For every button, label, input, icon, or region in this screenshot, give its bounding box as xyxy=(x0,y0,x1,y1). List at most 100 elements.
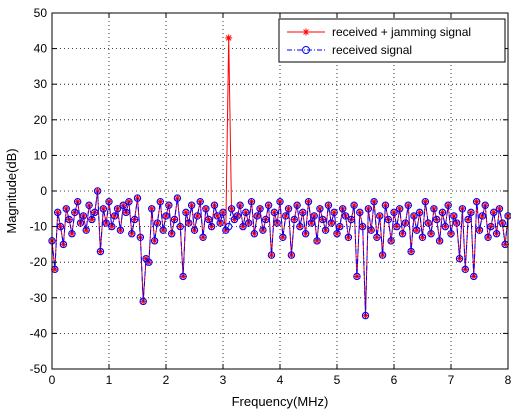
received-point xyxy=(418,233,427,241)
received-point xyxy=(85,201,93,209)
received-point xyxy=(202,205,210,213)
grid xyxy=(52,13,508,369)
y-tick-label: 30 xyxy=(34,77,48,91)
received-point xyxy=(193,212,202,220)
received-point xyxy=(330,208,338,217)
received-point xyxy=(467,208,475,217)
received-point xyxy=(350,201,358,209)
received-point xyxy=(262,215,270,224)
received-point xyxy=(475,226,484,234)
received-point xyxy=(205,215,213,224)
received-point xyxy=(498,219,506,227)
y-axis-label: Magnitude(dB) xyxy=(4,148,19,233)
received-point xyxy=(56,222,65,231)
received-point xyxy=(339,205,347,213)
received-point xyxy=(68,230,76,238)
received-point xyxy=(133,194,142,202)
received-point xyxy=(247,197,256,206)
received-point xyxy=(492,230,501,238)
received-point xyxy=(244,219,253,227)
received-point xyxy=(113,205,122,213)
received-point xyxy=(156,197,165,206)
received-point xyxy=(401,219,410,227)
y-tick-label: 20 xyxy=(34,113,48,127)
received-point xyxy=(361,311,370,320)
received-point xyxy=(88,215,96,224)
received-point xyxy=(287,251,296,259)
received-point xyxy=(490,208,498,217)
received-point xyxy=(455,254,464,263)
received-point xyxy=(59,240,68,249)
jamming-point xyxy=(407,248,415,256)
jamming-point xyxy=(396,205,404,213)
received-point xyxy=(276,197,284,206)
received-point xyxy=(381,201,390,209)
y-tick-label: 10 xyxy=(34,148,48,162)
y-tick-label: -30 xyxy=(30,291,48,305)
received-point xyxy=(264,201,273,209)
received-point xyxy=(461,265,469,274)
jamming-point xyxy=(219,208,227,216)
x-tick-label: 1 xyxy=(106,373,113,387)
received-point xyxy=(398,230,407,238)
received-point xyxy=(170,215,179,224)
jamming-point xyxy=(476,226,483,234)
received-point xyxy=(111,212,119,220)
received-point xyxy=(413,226,421,234)
received-point xyxy=(148,205,156,213)
received-point xyxy=(179,272,187,281)
jamming-point xyxy=(216,219,224,227)
jamming-point xyxy=(213,212,221,220)
x-tick-label: 7 xyxy=(448,373,455,387)
received-point xyxy=(333,230,341,238)
jamming-point xyxy=(188,201,196,209)
received-point xyxy=(119,201,127,209)
received-point xyxy=(227,205,236,213)
received-point xyxy=(150,237,159,245)
jamming-point xyxy=(202,205,210,213)
received-point xyxy=(65,215,73,224)
received-point xyxy=(73,197,82,206)
x-tick-label: 8 xyxy=(505,373,511,387)
legend-marker-jamming xyxy=(302,28,310,36)
legend-marker-received xyxy=(302,46,310,54)
received-point xyxy=(130,215,139,224)
x-tick-label: 6 xyxy=(391,373,398,387)
received-point xyxy=(168,230,176,238)
legend-label-received: received signal xyxy=(332,43,412,57)
x-axis-label: Frequency(MHz) xyxy=(232,394,329,409)
received-point xyxy=(185,219,193,227)
received-point xyxy=(296,222,304,231)
received-series xyxy=(48,187,511,320)
received-point xyxy=(290,215,298,224)
received-point xyxy=(438,208,447,217)
received-point xyxy=(430,205,438,213)
jamming-point xyxy=(54,208,62,216)
received-point xyxy=(404,201,412,209)
received-point xyxy=(478,212,487,220)
received-point xyxy=(387,237,395,245)
received-point xyxy=(273,219,281,227)
received-point xyxy=(71,208,79,217)
received-point xyxy=(62,205,70,213)
received-point xyxy=(96,247,105,256)
received-point xyxy=(324,201,333,209)
received-point xyxy=(367,226,375,234)
y-tick-label: -50 xyxy=(30,362,48,376)
received-point xyxy=(484,233,492,241)
received-point xyxy=(304,197,313,206)
jamming-point xyxy=(182,208,190,216)
received-point xyxy=(444,201,452,209)
received-point xyxy=(310,212,318,220)
received-point xyxy=(242,208,250,217)
received-point xyxy=(256,205,264,213)
received-point xyxy=(210,201,219,209)
jamming-point xyxy=(173,194,181,202)
jamming-point xyxy=(88,215,96,223)
jamming-point xyxy=(116,226,124,234)
received-point xyxy=(213,212,222,220)
received-point xyxy=(427,230,435,238)
received-point xyxy=(435,237,444,245)
x-tick-label: 3 xyxy=(220,373,227,387)
